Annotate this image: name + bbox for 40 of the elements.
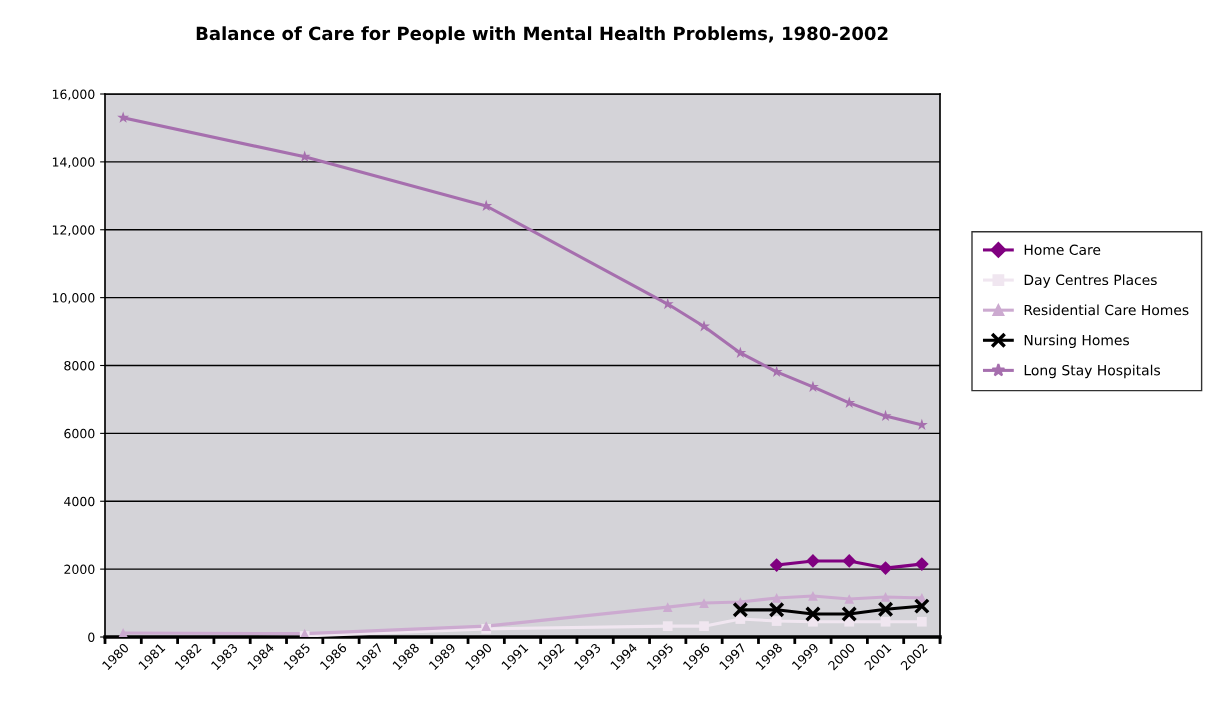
point	[808, 591, 818, 601]
point	[662, 621, 673, 631]
point	[662, 602, 673, 612]
y-tick-label: 10,000	[52, 293, 95, 304]
point	[769, 558, 784, 572]
y-tick-label: 6000	[64, 428, 95, 439]
point	[914, 557, 929, 571]
y-tick-label: 4000	[64, 496, 95, 507]
legend-label: Day Centres Places	[1024, 274, 1157, 288]
point	[844, 594, 855, 604]
y-tick-label: 14,000	[52, 157, 95, 169]
y-tick-label: 8000	[64, 360, 95, 371]
point	[732, 601, 749, 618]
y-tick-label: 12,000	[52, 225, 95, 236]
point	[880, 592, 891, 602]
point	[768, 601, 785, 618]
y-tick-label: 2000	[64, 564, 95, 575]
point	[117, 111, 130, 123]
legend-label: Residential Care Homes	[1024, 304, 1189, 316]
point	[771, 593, 782, 603]
legend-label: Nursing Homes	[1024, 334, 1129, 349]
point	[118, 628, 129, 637]
legend-label: Home Care	[1024, 244, 1101, 256]
legend-label: Long Stay Hospitals	[1024, 364, 1161, 379]
point	[877, 601, 894, 618]
y-tick-label: 16,000	[52, 89, 95, 101]
point	[842, 554, 857, 568]
point	[878, 561, 893, 575]
point	[735, 614, 746, 624]
point	[699, 598, 709, 608]
point	[913, 598, 930, 615]
y-tick-label: 0	[88, 632, 95, 642]
point	[734, 346, 747, 358]
point	[916, 616, 927, 627]
chart-title: Balance of Care for People with Mental Health Problems, 1980-2002	[196, 26, 888, 44]
point	[804, 605, 821, 622]
point	[880, 616, 891, 627]
point	[699, 621, 709, 631]
point	[841, 605, 858, 622]
point	[771, 616, 782, 626]
